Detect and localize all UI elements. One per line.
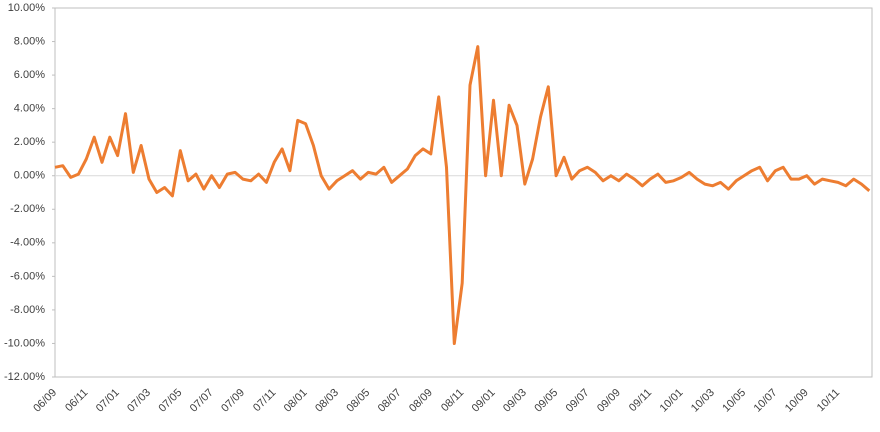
x-tick-label: 08/11 (439, 387, 466, 414)
x-tick-label: 06/11 (63, 387, 90, 414)
x-tick-label: 08/05 (344, 387, 372, 415)
y-tick-label: 10.00% (8, 2, 46, 14)
x-tick-label: 07/01 (94, 387, 122, 415)
plot-frame (54, 7, 873, 378)
y-tick-label: -2.00% (10, 203, 45, 215)
x-tick-label: 10/05 (720, 387, 748, 415)
x-tick-label: 10/09 (783, 387, 811, 415)
x-tick-label: 08/03 (313, 387, 341, 415)
line-series (54, 45, 871, 345)
y-tick-label: 2.00% (14, 136, 45, 148)
x-tick-label: 09/01 (470, 387, 498, 415)
x-tick-label: 10/01 (658, 387, 686, 415)
x-tick-label: 07/07 (188, 387, 216, 415)
x-tick-label: 09/05 (532, 387, 560, 415)
x-tick-label: 07/03 (125, 387, 153, 415)
y-tick-label: 4.00% (14, 103, 45, 115)
x-tick-label: 09/03 (501, 387, 529, 415)
y-tick-label: -6.00% (10, 270, 45, 282)
x-tick-label: 09/09 (595, 387, 623, 415)
x-tick-label: 08/09 (407, 387, 435, 415)
x-tick-label: 10/07 (752, 387, 780, 415)
x-tick-label: 07/09 (219, 387, 247, 415)
y-tick-label: -10.00% (4, 337, 45, 349)
x-tick-label: 07/05 (157, 387, 185, 415)
x-tick-label: 10/03 (689, 387, 717, 415)
x-tick-label: 08/07 (376, 387, 404, 415)
y-tick-label: 8.00% (14, 35, 45, 47)
x-tick-label: 07/11 (251, 387, 278, 414)
x-tick-label: 06/09 (31, 387, 59, 415)
x-tick-label: 09/07 (564, 387, 592, 415)
x-tick-label: 08/01 (282, 387, 310, 415)
x-tick-label: 09/11 (627, 387, 654, 414)
y-tick-label: -8.00% (10, 304, 45, 316)
y-tick-label: -4.00% (10, 237, 45, 249)
y-tick-label: 0.00% (14, 170, 45, 182)
y-tick-label: -12.00% (4, 371, 45, 383)
y-tick-label: 6.00% (14, 69, 45, 81)
x-tick-label: 10/11 (815, 387, 842, 414)
